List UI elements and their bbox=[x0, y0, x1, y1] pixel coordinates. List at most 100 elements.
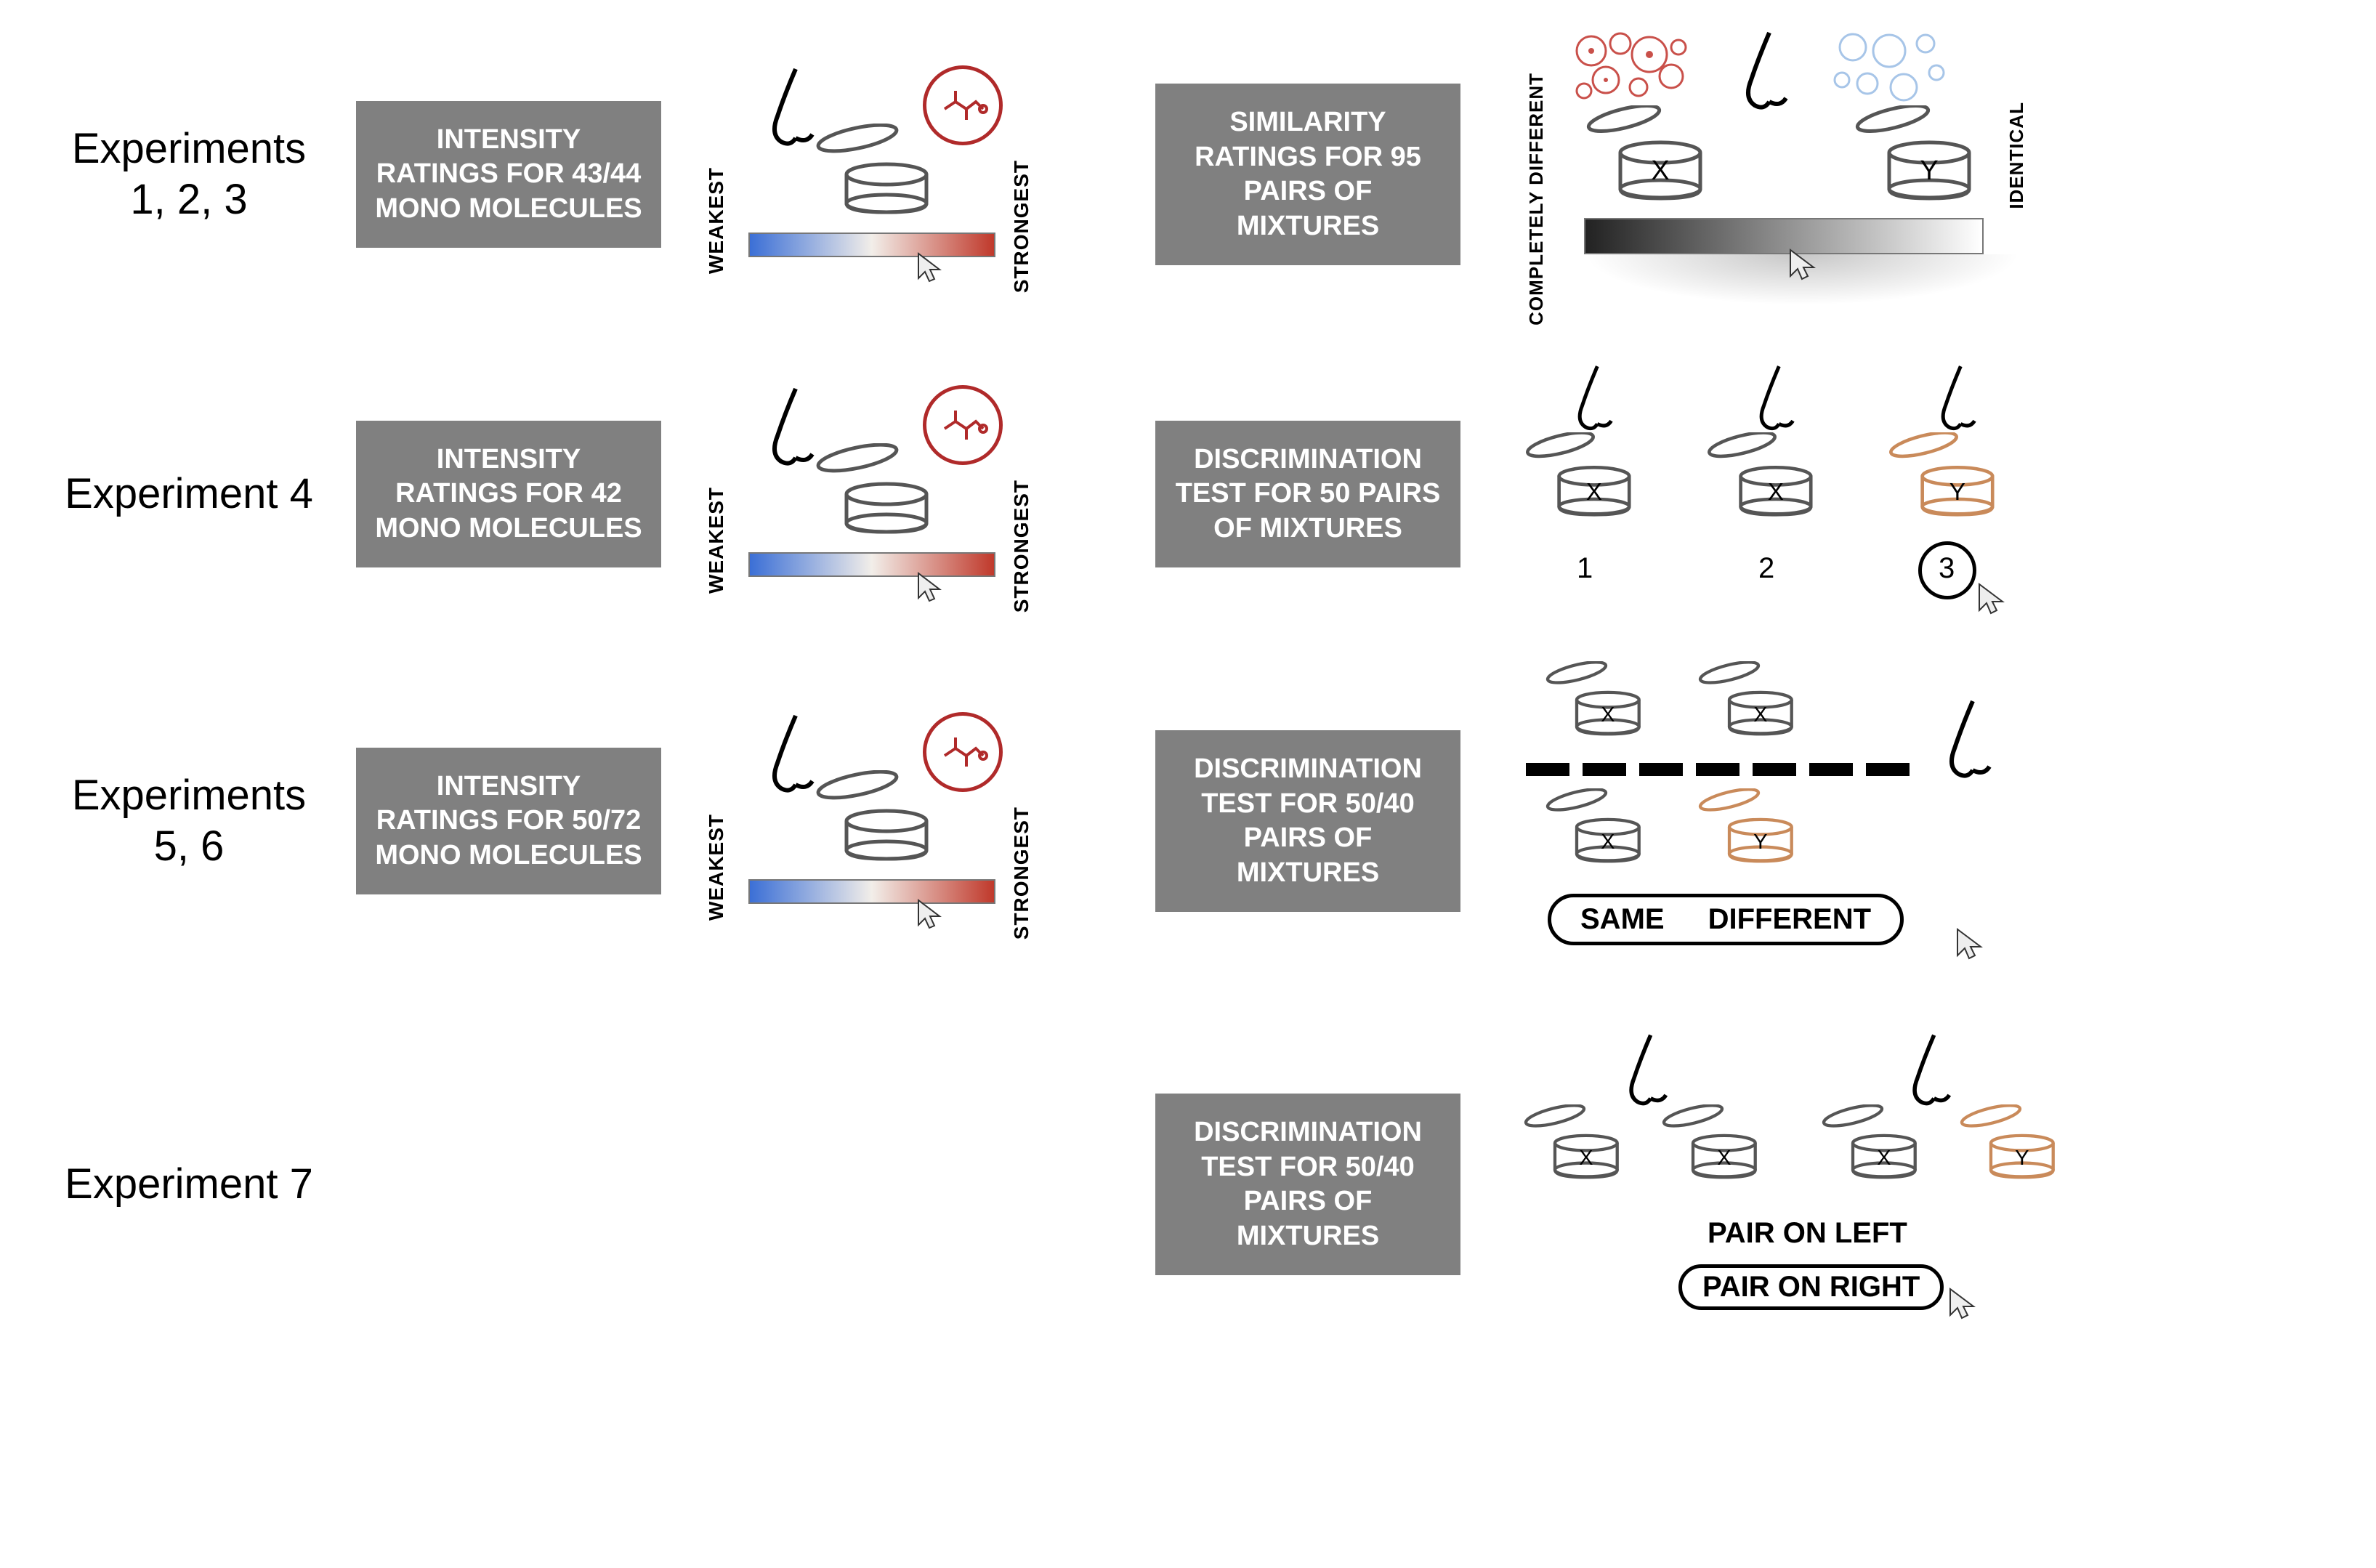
dash-separator bbox=[1526, 763, 1910, 776]
jar-x-icon: X bbox=[1540, 788, 1657, 876]
cursor-icon bbox=[916, 897, 943, 930]
row-experiments-56: Experiments 5, 6 INTENSITY RATINGS FOR 5… bbox=[22, 668, 2354, 974]
task-column: DISCRIMINATION TEST FOR 50/40 PAIRS OF M… bbox=[1155, 668, 2318, 974]
jar-y-icon: Y bbox=[1853, 105, 1984, 207]
nose-icon bbox=[1933, 698, 1998, 785]
row-experiment-7: Experiment 7 DISCRIMINATION TEST FOR 50/… bbox=[22, 1032, 2354, 1337]
row-label: Experiments 1, 2, 3 bbox=[22, 124, 356, 225]
choice-2[interactable]: 2 bbox=[1758, 552, 1774, 585]
pair-left-label[interactable]: PAIR ON LEFT bbox=[1708, 1217, 1907, 1250]
intensity-column: INTENSITY RATINGS FOR 43/44 MONO MOLECUL… bbox=[356, 65, 1155, 283]
cursor-icon bbox=[1955, 926, 1985, 961]
row-label-line2: 1, 2, 3 bbox=[130, 176, 247, 223]
svg-text:Y: Y bbox=[1949, 479, 1965, 506]
jar-icon bbox=[814, 124, 937, 218]
same-different-selector[interactable]: SAME DIFFERENT bbox=[1548, 894, 1904, 945]
svg-text:X: X bbox=[1579, 1147, 1593, 1170]
nose-icon bbox=[1926, 363, 1984, 436]
jar-x-icon: X bbox=[1584, 105, 1715, 207]
intensity-gradient-bar[interactable] bbox=[748, 552, 995, 577]
svg-text:X: X bbox=[1717, 1147, 1731, 1170]
jar-x-icon: X bbox=[1693, 661, 1809, 748]
pair-right-label: PAIR ON RIGHT bbox=[1702, 1271, 1920, 1303]
triangle-graphic: X X Y 1 2 3 bbox=[1482, 363, 2209, 625]
weakest-label: WEAKEST bbox=[705, 814, 728, 921]
cursor-icon bbox=[916, 251, 943, 283]
jar-y-icon: Y bbox=[1693, 788, 1809, 876]
completely-different-label: COMPLETELY DIFFERENT bbox=[1526, 73, 1547, 326]
intensity-box: INTENSITY RATINGS FOR 42 MONO MOLECULES bbox=[356, 421, 661, 568]
nose-icon bbox=[756, 65, 821, 153]
jar-x-icon: X bbox=[1657, 1104, 1773, 1192]
row-label-line1: Experiments bbox=[72, 125, 306, 172]
pairs-graphic: X X X Y PAIR ON LEFT PAIR ON RIGHT bbox=[1482, 1032, 2209, 1337]
task-column: SIMILARITY RATINGS FOR 95 PAIRS OF MIXTU… bbox=[1155, 29, 2318, 320]
svg-text:Y: Y bbox=[1920, 155, 1938, 186]
intensity-graphic: WEAKEST STRONGEST bbox=[683, 65, 1090, 283]
svg-text:Y: Y bbox=[1753, 831, 1767, 854]
row-label-line1: Experiment 4 bbox=[65, 470, 313, 517]
intensity-box: INTENSITY RATINGS FOR 43/44 MONO MOLECUL… bbox=[356, 101, 661, 248]
task-column: DISCRIMINATION TEST FOR 50 PAIRS OF MIXT… bbox=[1155, 363, 2318, 625]
intensity-graphic: WEAKEST STRONGEST bbox=[683, 385, 1090, 603]
intensity-column: INTENSITY RATINGS FOR 50/72 MONO MOLECUL… bbox=[356, 712, 1155, 930]
svg-text:Y: Y bbox=[2015, 1147, 2029, 1170]
row-label: Experiments 5, 6 bbox=[22, 770, 356, 871]
svg-text:X: X bbox=[1768, 479, 1784, 506]
same-label[interactable]: SAME bbox=[1580, 903, 1665, 936]
svg-text:X: X bbox=[1753, 703, 1767, 727]
identical-label: IDENTICAL bbox=[2005, 102, 2028, 209]
cursor-icon bbox=[1947, 1286, 1978, 1321]
jar-x-icon: X bbox=[1700, 432, 1831, 527]
jar-icon bbox=[814, 443, 937, 538]
similarity-graphic: X Y COMPLETELY DIFFERENT IDENTICAL bbox=[1482, 29, 2209, 320]
task-box: DISCRIMINATION TEST FOR 50/40 PAIRS OF M… bbox=[1155, 1094, 1460, 1275]
task-box: SIMILARITY RATINGS FOR 95 PAIRS OF MIXTU… bbox=[1155, 84, 1460, 265]
svg-text:X: X bbox=[1586, 479, 1602, 506]
similarity-gradient-bar[interactable] bbox=[1584, 218, 1984, 254]
jar-y-icon: Y bbox=[1955, 1104, 2071, 1192]
weakest-label: WEAKEST bbox=[705, 167, 728, 274]
row-label-line1: Experiments bbox=[72, 772, 306, 819]
row-label-line1: Experiment 7 bbox=[65, 1160, 313, 1208]
row-label: Experiment 7 bbox=[22, 1159, 356, 1210]
jar-x-icon: X bbox=[1519, 1104, 1635, 1192]
jar-x-icon: X bbox=[1519, 432, 1649, 527]
jar-x-icon: X bbox=[1540, 661, 1657, 748]
svg-text:X: X bbox=[1601, 831, 1615, 854]
cursor-icon bbox=[1976, 581, 2007, 616]
svg-text:X: X bbox=[1651, 155, 1669, 186]
nose-icon bbox=[1744, 363, 1802, 436]
intensity-column: INTENSITY RATINGS FOR 42 MONO MOLECULES … bbox=[356, 385, 1155, 603]
svg-text:X: X bbox=[1601, 703, 1615, 727]
cursor-icon bbox=[1787, 247, 1818, 282]
strongest-label: STRONGEST bbox=[1010, 480, 1033, 613]
nose-icon bbox=[1562, 363, 1620, 436]
different-label[interactable]: DIFFERENT bbox=[1708, 903, 1871, 936]
row-experiments-123: Experiments 1, 2, 3 INTENSITY RATINGS FO… bbox=[22, 29, 2354, 320]
pair-right-selected[interactable]: PAIR ON RIGHT bbox=[1678, 1264, 1944, 1310]
strongest-label: STRONGEST bbox=[1010, 807, 1033, 939]
jar-x-icon: X bbox=[1817, 1104, 1933, 1192]
cursor-icon bbox=[916, 570, 943, 603]
nose-icon bbox=[1896, 1032, 1958, 1112]
jar-icon bbox=[814, 770, 937, 865]
intensity-box: INTENSITY RATINGS FOR 50/72 MONO MOLECUL… bbox=[356, 748, 661, 895]
choice-3[interactable]: 3 bbox=[1939, 552, 1955, 585]
strongest-label: STRONGEST bbox=[1010, 160, 1033, 293]
jar-y-icon: Y bbox=[1882, 432, 2013, 527]
intensity-gradient-bar[interactable] bbox=[748, 879, 995, 904]
task-column: DISCRIMINATION TEST FOR 50/40 PAIRS OF M… bbox=[1155, 1032, 2318, 1337]
intensity-gradient-bar[interactable] bbox=[748, 233, 995, 257]
row-label: Experiment 4 bbox=[22, 469, 356, 520]
nose-icon bbox=[1613, 1032, 1675, 1112]
row-experiment-4: Experiment 4 INTENSITY RATINGS FOR 42 MO… bbox=[22, 363, 2354, 625]
svg-text:X: X bbox=[1877, 1147, 1891, 1170]
samediff-graphic: X X X Y SAME DIFFERENT bbox=[1482, 668, 2209, 974]
intensity-graphic: WEAKEST STRONGEST bbox=[683, 712, 1090, 930]
task-box: DISCRIMINATION TEST FOR 50/40 PAIRS OF M… bbox=[1155, 730, 1460, 912]
choice-1[interactable]: 1 bbox=[1577, 552, 1593, 585]
row-label-line2: 5, 6 bbox=[154, 823, 225, 870]
nose-icon bbox=[1729, 29, 1795, 116]
nose-icon bbox=[756, 712, 821, 799]
